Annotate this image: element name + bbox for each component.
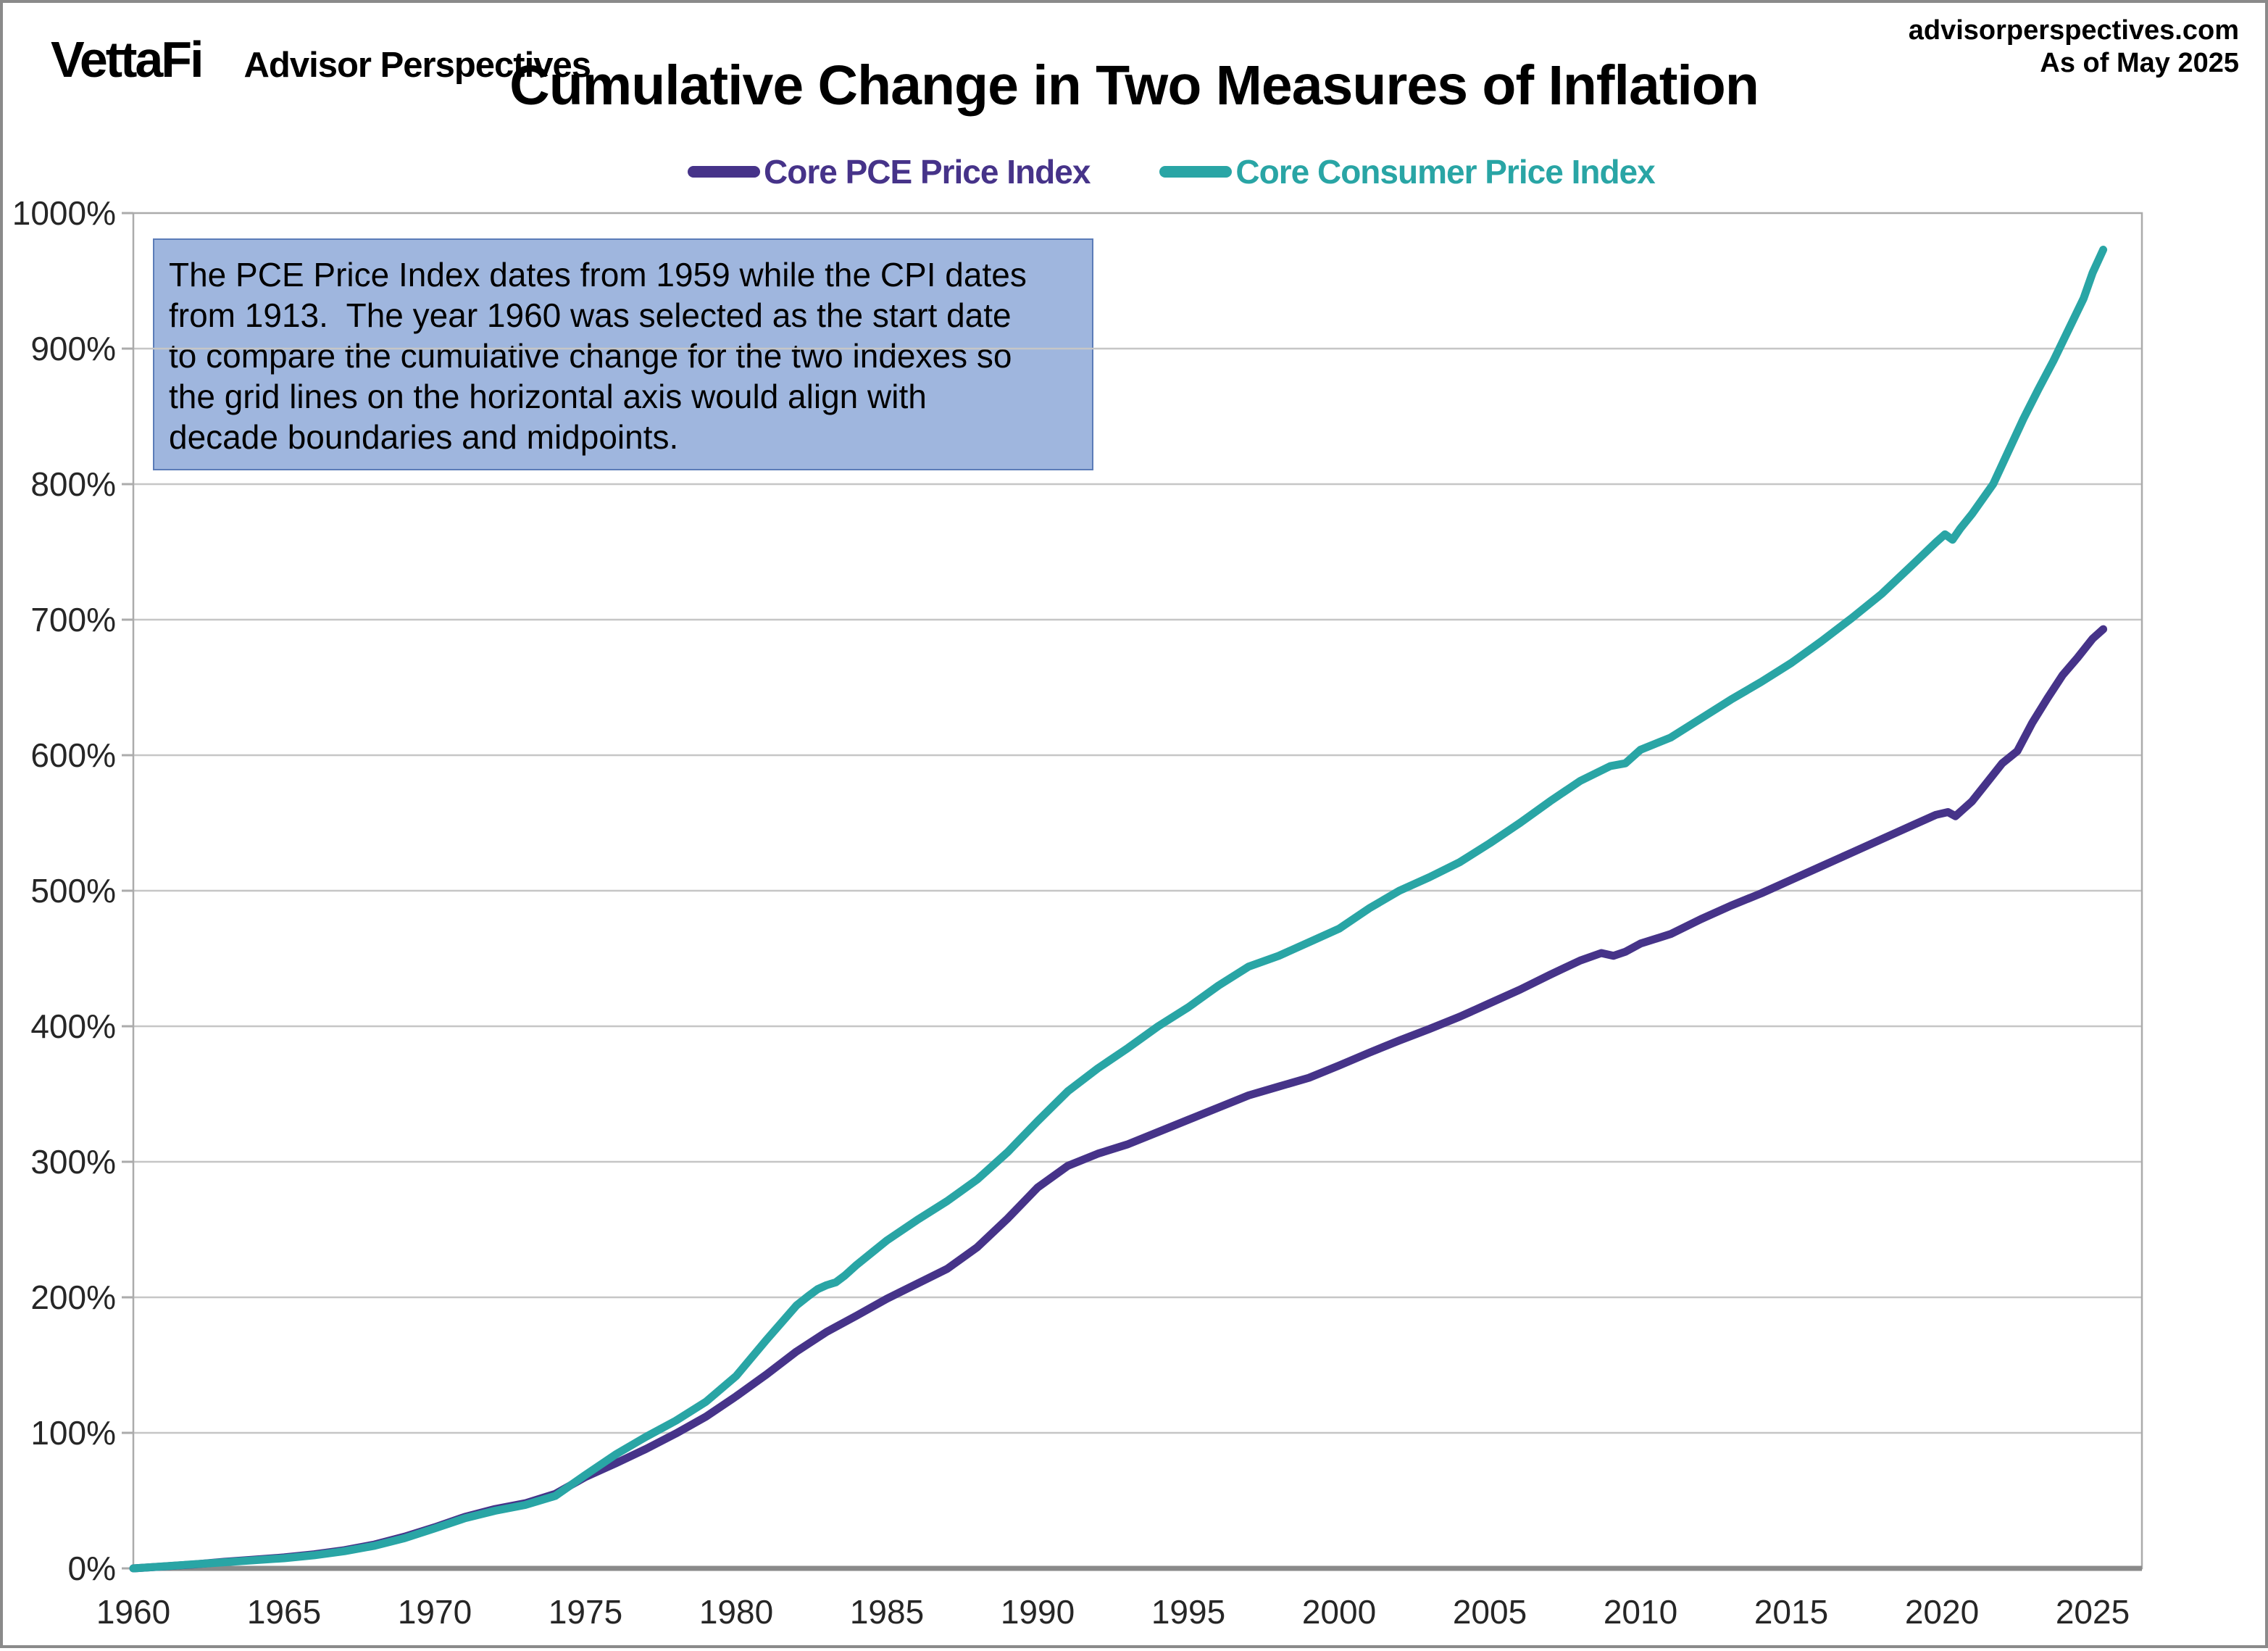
y-tick-label: 500% <box>30 872 116 910</box>
y-tick-label: 0% <box>68 1550 116 1587</box>
legend: Core PCE Price Index Core Consumer Price… <box>688 152 1656 191</box>
y-tick-label: 1000% <box>12 194 116 232</box>
core-pce-line <box>129 625 2108 1573</box>
chart-title: Cumulative Change in Two Measures of Inf… <box>509 54 1759 117</box>
x-tick-label: 2015 <box>1754 1593 1828 1631</box>
gridlines <box>133 347 2142 1434</box>
legend-item-core-pce: Core PCE Price Index <box>688 152 1091 191</box>
vettafi-logo: VettaFi <box>51 31 204 88</box>
y-tick-label: 200% <box>30 1278 116 1316</box>
y-axis-ticks <box>122 212 133 1570</box>
y-tick-label: 400% <box>30 1007 116 1045</box>
series-lines <box>129 246 2108 1573</box>
x-tick-label: 1980 <box>699 1593 773 1631</box>
y-tick-label: 100% <box>30 1414 116 1452</box>
x-tick-label: 1960 <box>96 1593 170 1631</box>
core-pce-swatch <box>688 166 760 178</box>
x-tick-label: 1970 <box>398 1593 472 1631</box>
brand: VettaFi Advisor Perspectives <box>51 30 591 88</box>
core-pce-label: Core PCE Price Index <box>764 153 1091 191</box>
x-tick-label: 2020 <box>1905 1593 1979 1631</box>
brand-tagline: Advisor Perspectives <box>243 46 591 85</box>
core-cpi-label: Core Consumer Price Index <box>1235 153 1655 191</box>
y-tick-label: 800% <box>30 465 116 503</box>
x-tick-label: 2005 <box>1453 1593 1527 1631</box>
y-tick-label: 600% <box>30 736 116 774</box>
x-tick-label: 2000 <box>1302 1593 1376 1631</box>
y-tick-label: 900% <box>30 330 116 367</box>
core-cpi-swatch <box>1159 166 1233 178</box>
x-tick-label: 1975 <box>549 1593 622 1631</box>
y-tick-label: 300% <box>30 1143 116 1181</box>
x-tick-label: 1990 <box>1001 1593 1075 1631</box>
annotation-box: The PCE Price Index dates from 1959 whil… <box>153 238 1093 470</box>
y-tick-label: 700% <box>30 601 116 639</box>
source-block: advisorperspectives.com As of May 2025 <box>1909 14 2239 80</box>
as-of-date: As of May 2025 <box>2040 47 2239 78</box>
core-cpi-line <box>129 246 2108 1573</box>
source-url: advisorperspectives.com <box>1908 15 2239 46</box>
x-tick-label: 2010 <box>1604 1593 1677 1631</box>
x-tick-label: 1985 <box>850 1593 924 1631</box>
legend-item-core-cpi: Core Consumer Price Index <box>1159 152 1656 191</box>
x-tick-label: 2025 <box>2056 1593 2130 1631</box>
x-tick-label: 1995 <box>1151 1593 1225 1631</box>
x-tick-label: 1965 <box>247 1593 321 1631</box>
x-axis-labels: 1960 1965 1970 1975 1980 1985 1990 1995 2000 2005… <box>96 1593 2130 1631</box>
y-axis-labels: 0% 100% 200% 300% 400% 500% 600% 700% 800% 900% 10… <box>12 194 116 1587</box>
line-chart: 0% 100% 200% 300% 400% 500% 600% 700% 800% 900% 10… <box>12 194 2143 1631</box>
